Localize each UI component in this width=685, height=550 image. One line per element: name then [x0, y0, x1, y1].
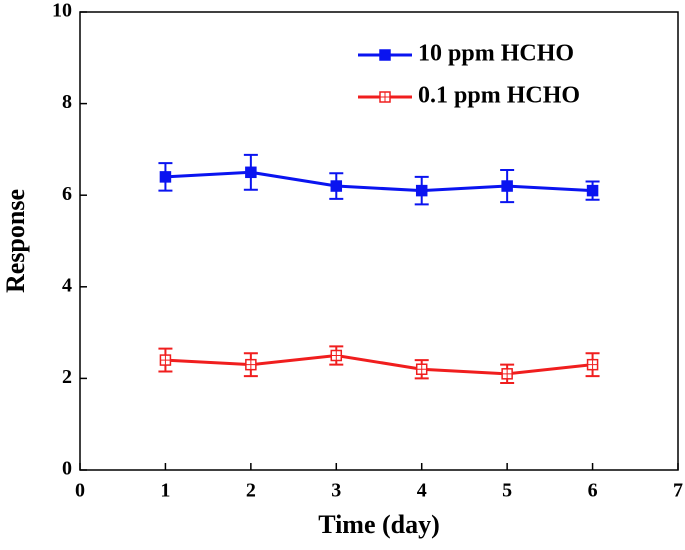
- y-tick-label: 4: [62, 274, 72, 296]
- legend-marker-cross: [380, 92, 390, 102]
- x-tick-label: 0: [75, 480, 85, 502]
- data-point-cross: [245, 359, 256, 370]
- x-tick-label: 7: [673, 480, 683, 502]
- y-tick-label: 6: [62, 183, 72, 205]
- x-tick-label: 6: [588, 480, 598, 502]
- data-point: [586, 184, 599, 197]
- data-point: [159, 171, 172, 183]
- y-axis-label: Response: [1, 189, 30, 293]
- data-point-cross: [587, 359, 598, 370]
- data-point: [330, 180, 343, 192]
- x-tick-label: 1: [160, 480, 170, 502]
- data-point-cross: [502, 368, 513, 379]
- data-point: [415, 184, 428, 197]
- legend-label: 0.1 ppm HCHO: [418, 83, 580, 109]
- y-tick-label: 0: [62, 458, 72, 480]
- y-tick-label: 2: [62, 366, 72, 388]
- x-tick-label: 4: [417, 480, 427, 502]
- x-tick-label: 2: [246, 480, 256, 502]
- series-line: [165, 353, 593, 376]
- x-tick-label: 5: [502, 480, 512, 502]
- data-point: [501, 180, 513, 192]
- legend-marker: [379, 49, 391, 61]
- data-point-cross: [160, 355, 171, 366]
- series-line: [165, 170, 593, 193]
- x-tick-label: 3: [331, 480, 341, 502]
- data-point-cross: [331, 350, 342, 361]
- x-axis-label: Time (day): [318, 510, 440, 539]
- y-tick-label: 10: [52, 0, 72, 22]
- data-point-cross: [416, 364, 427, 375]
- legend-label: 10 ppm HCHO: [418, 41, 574, 67]
- plot-frame: [79, 11, 679, 471]
- data-point: [245, 166, 257, 179]
- y-tick-label: 8: [62, 91, 72, 113]
